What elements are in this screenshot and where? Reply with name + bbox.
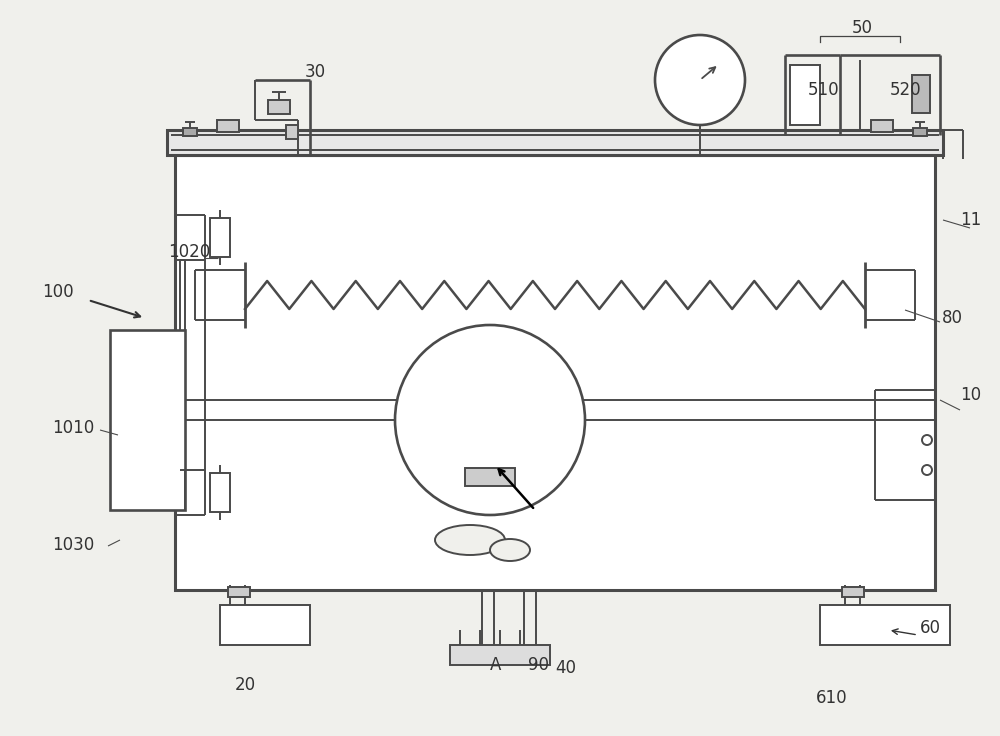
Circle shape xyxy=(655,35,745,125)
Text: 30: 30 xyxy=(305,63,326,81)
Bar xyxy=(110,330,185,510)
Text: 510: 510 xyxy=(808,81,840,99)
Bar xyxy=(465,468,515,486)
Text: 80: 80 xyxy=(942,309,963,327)
Text: 610: 610 xyxy=(816,689,848,707)
Text: 50: 50 xyxy=(852,19,872,37)
Text: A: A xyxy=(490,656,501,674)
Text: 1030: 1030 xyxy=(52,536,94,554)
Circle shape xyxy=(922,465,932,475)
Bar xyxy=(450,645,550,665)
Bar xyxy=(210,218,230,257)
Bar xyxy=(912,75,930,113)
Bar xyxy=(175,155,935,590)
Bar xyxy=(286,125,298,139)
Ellipse shape xyxy=(490,539,530,561)
Bar xyxy=(220,605,310,645)
Bar xyxy=(210,473,230,512)
Text: 90: 90 xyxy=(528,656,549,674)
Circle shape xyxy=(395,325,585,515)
Bar xyxy=(913,128,927,136)
Text: 60: 60 xyxy=(920,619,941,637)
Bar xyxy=(268,100,290,114)
Bar xyxy=(167,130,943,155)
Text: 1020: 1020 xyxy=(168,243,210,261)
Text: 11: 11 xyxy=(960,211,981,229)
Bar xyxy=(820,605,950,645)
Text: 1010: 1010 xyxy=(52,419,94,437)
Bar xyxy=(228,587,250,597)
Text: 100: 100 xyxy=(42,283,74,301)
Bar xyxy=(842,587,864,597)
Bar xyxy=(871,120,893,132)
Text: 40: 40 xyxy=(555,659,576,677)
Ellipse shape xyxy=(435,525,505,555)
Text: 20: 20 xyxy=(234,676,256,694)
Text: 10: 10 xyxy=(960,386,981,404)
Bar xyxy=(790,65,820,125)
Circle shape xyxy=(922,435,932,445)
Bar xyxy=(183,128,197,136)
Bar xyxy=(217,120,239,132)
Text: 520: 520 xyxy=(890,81,922,99)
